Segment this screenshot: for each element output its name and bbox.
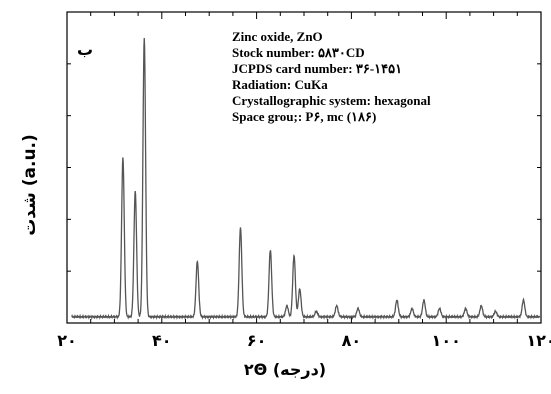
x-tick-label: ۱۲۰ — [526, 331, 551, 350]
annotation-space-group: Space grou;: P۶, mc (۱۸۶) — [232, 109, 377, 124]
x-tick-label: ۲۰ — [57, 331, 77, 350]
diffraction-pattern-line — [71, 37, 541, 320]
x-tick-label: ۱۰۰ — [432, 331, 461, 350]
annotation-radiation: Radiation: CuKa — [232, 77, 328, 92]
x-axis-label: ۲Θ (درجه) — [243, 360, 327, 379]
annotation-stock-number: Stock number: ۵۸۳۰CD — [232, 45, 365, 60]
x-tick-label: ۴۰ — [152, 331, 172, 350]
panel-label: ب — [77, 40, 94, 59]
annotation-crystal-system: Crystallographic system: hexagonal — [232, 93, 431, 108]
annotation-block: Zinc oxide, ZnO Stock number: ۵۸۳۰CD JCP… — [232, 29, 431, 125]
x-tick-label: ۶۰ — [247, 331, 267, 350]
annotation-compound: Zinc oxide, ZnO — [232, 29, 323, 44]
y-axis-label: شدت (a.u.) — [20, 134, 40, 236]
x-tick-label: ۸۰ — [342, 331, 362, 350]
annotation-jcpds-card: JCPDS card number: ۳۶-۱۴۵۱ — [232, 61, 403, 76]
